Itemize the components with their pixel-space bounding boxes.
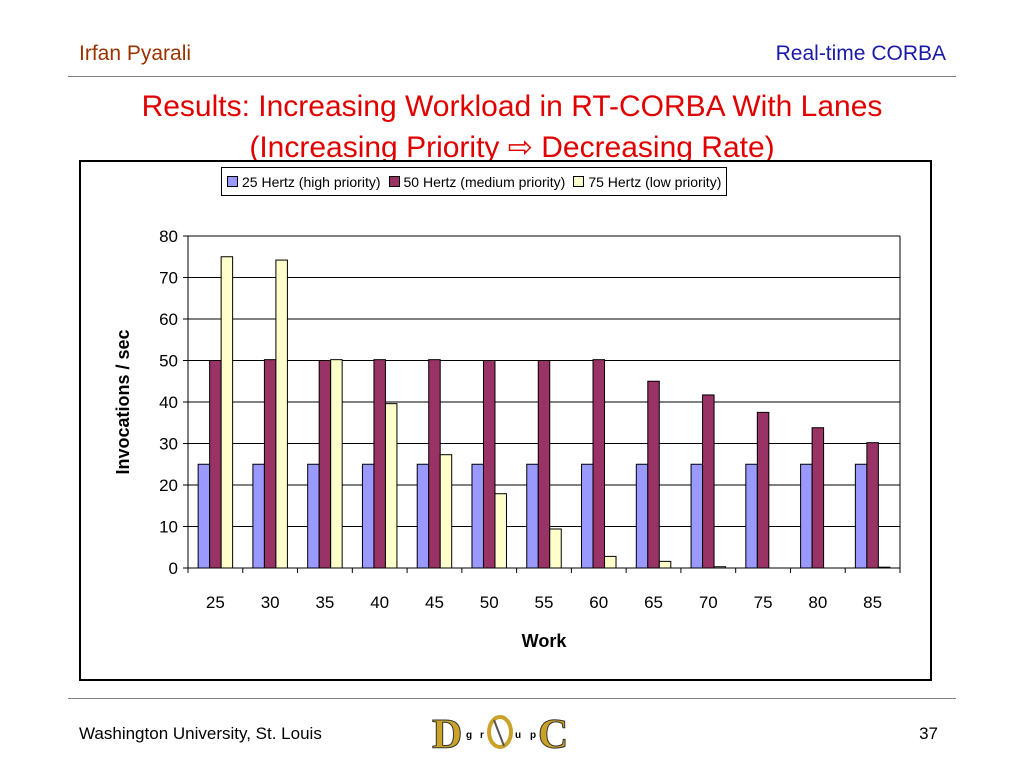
x-tick-label-80: 80 xyxy=(808,593,827,612)
y-tick-label-6: 60 xyxy=(159,310,178,329)
x-tick-label-55: 55 xyxy=(535,593,554,612)
logo-letter-u: u xyxy=(515,730,521,741)
bar-50hz-75 xyxy=(756,411,770,569)
logo-globe-icon xyxy=(487,715,513,749)
bar-50hz-50 xyxy=(482,360,496,569)
y-tick-label-1: 10 xyxy=(159,518,178,537)
slide-title: Results: Increasing Workload in RT-CORBA… xyxy=(60,86,964,168)
legend-item-25hz: 25 Hertz (high priority) xyxy=(227,174,381,190)
bar-50hz-80 xyxy=(811,427,825,569)
legend-item-75hz: 75 Hertz (low priority) xyxy=(573,174,721,190)
chart-frame: 0 10 20 30 40 50 60 70 80 25 30 35 40 45 50 55 60 65 70 75 8… xyxy=(79,160,932,681)
bar-75hz-65 xyxy=(658,560,672,569)
legend-swatch-25hz xyxy=(227,176,238,187)
logo-letter-c: C xyxy=(538,712,568,754)
bar-75hz-50 xyxy=(494,493,507,569)
institution-name: Washington University, St. Louis xyxy=(79,724,322,743)
bar-50hz-25 xyxy=(209,360,222,569)
legend-label-50hz: 50 Hertz (medium priority) xyxy=(403,173,566,190)
x-tick-label-35: 35 xyxy=(315,593,334,612)
logo-letter-p: p xyxy=(530,730,536,741)
y-axis-title: Invocations / sec xyxy=(113,329,133,474)
bar-25hz-30 xyxy=(252,463,265,569)
legend-swatch-50hz xyxy=(388,176,400,187)
bar-chart: 0 10 20 30 40 50 60 70 80 25 30 35 40 45 50 55 60 65 70 75 8… xyxy=(113,227,901,651)
bar-25hz-60 xyxy=(581,463,594,569)
bar-25hz-80 xyxy=(800,463,813,569)
y-tick-label-7: 70 xyxy=(159,269,178,288)
bar-25hz-75 xyxy=(745,463,758,569)
y-tick-label-4: 40 xyxy=(159,393,178,412)
doc-group-logo: D g r u p C xyxy=(432,712,569,755)
bar-25hz-65 xyxy=(635,463,649,569)
bar-25hz-25 xyxy=(197,463,211,569)
x-tick-label-45: 45 xyxy=(425,593,444,612)
bar-75hz-25 xyxy=(220,256,234,569)
logo-letter-r: r xyxy=(480,730,484,741)
y-tick-label-3: 30 xyxy=(159,435,178,454)
bar-25hz-40 xyxy=(361,463,375,569)
bar-25hz-55 xyxy=(526,463,539,569)
x-tick-label-30: 30 xyxy=(261,593,280,612)
bar-75hz-35 xyxy=(330,359,343,569)
slide-title-line-2: (Increasing Priority ⇨ Decreasing Rate) xyxy=(249,131,775,164)
y-tick-label-8: 80 xyxy=(159,227,178,246)
bar-50hz-70 xyxy=(702,394,715,569)
bar-75hz-30 xyxy=(275,259,288,569)
page-number: 37 xyxy=(919,724,938,743)
footer-divider xyxy=(68,698,956,699)
slide-title-line-1: Results: Increasing Workload in RT-CORBA… xyxy=(141,90,883,123)
bar-50hz-85 xyxy=(866,442,879,569)
bar-50hz-30 xyxy=(263,359,277,569)
bar-25hz-35 xyxy=(307,463,320,569)
logo-globe-stroke xyxy=(493,719,505,747)
author-name: Irfan Pyarali xyxy=(79,42,192,65)
bar-50hz-40 xyxy=(373,359,386,569)
x-tick-label-40: 40 xyxy=(370,593,389,612)
bar-50hz-60 xyxy=(592,359,606,569)
x-tick-label-70: 70 xyxy=(699,593,718,612)
bar-75hz-55 xyxy=(549,528,562,569)
logo-letter-d: D xyxy=(432,712,462,754)
bar-25hz-85 xyxy=(854,463,868,569)
logo-letter-g: g xyxy=(466,730,472,741)
bar-75hz-45 xyxy=(439,454,453,569)
header-divider xyxy=(68,76,956,77)
y-tick-label-0: 0 xyxy=(169,559,178,578)
bar-25hz-45 xyxy=(416,463,430,569)
y-tick-label-5: 50 xyxy=(159,352,178,371)
bar-75hz-60 xyxy=(604,555,617,569)
chart-legend: 25 Hertz (high priority) 50 Hertz (mediu… xyxy=(221,167,728,196)
x-tick-label-60: 60 xyxy=(589,593,608,612)
x-tick-label-85: 85 xyxy=(863,593,882,612)
topic-label: Real-time CORBA xyxy=(775,42,946,65)
bar-50hz-65 xyxy=(647,380,660,569)
bar-25hz-50 xyxy=(471,463,484,569)
x-tick-label-65: 65 xyxy=(644,593,663,612)
bar-50hz-35 xyxy=(318,360,332,569)
x-axis-title: Work xyxy=(522,631,568,651)
legend-label-25hz: 25 Hertz (high priority) xyxy=(242,173,381,190)
x-tick-label-75: 75 xyxy=(754,593,773,612)
bar-25hz-70 xyxy=(690,463,704,569)
y-tick-label-2: 20 xyxy=(159,476,178,495)
bar-50hz-45 xyxy=(428,359,441,569)
legend-swatch-75hz xyxy=(573,176,585,187)
x-tick-label-50: 50 xyxy=(480,593,499,612)
x-tick-label-25: 25 xyxy=(206,593,225,612)
legend-item-50hz: 50 Hertz (medium priority) xyxy=(388,173,566,190)
bar-75hz-40 xyxy=(384,403,398,569)
bar-50hz-55 xyxy=(537,360,551,569)
legend-label-75hz: 75 Hertz (low priority) xyxy=(588,173,722,190)
